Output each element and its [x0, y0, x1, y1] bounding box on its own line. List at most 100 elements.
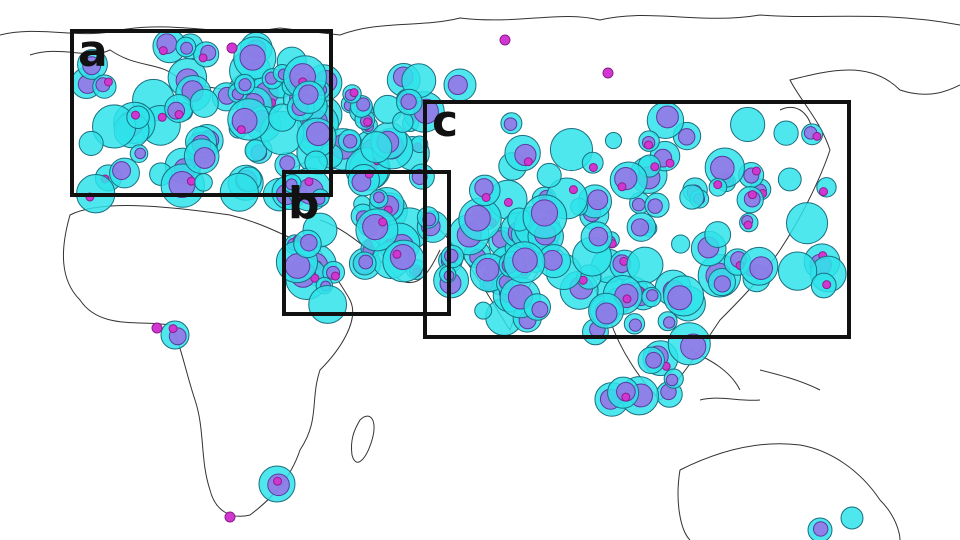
bubble — [174, 110, 184, 120]
bubble — [777, 251, 818, 291]
bubble — [587, 189, 609, 211]
bubble — [130, 110, 140, 120]
bubble — [541, 249, 563, 271]
bubble — [822, 280, 832, 290]
bubble — [392, 249, 402, 259]
bubble — [568, 185, 578, 195]
bubble — [239, 44, 266, 71]
bubble — [588, 162, 598, 172]
bubble — [342, 134, 358, 149]
bubble — [475, 257, 500, 282]
bubble — [818, 187, 828, 197]
bubble — [523, 157, 533, 167]
bubble — [662, 316, 676, 329]
bubble — [112, 161, 132, 181]
bubble — [360, 131, 393, 164]
region-label: b — [288, 178, 320, 229]
coast-madagascar — [351, 415, 375, 463]
bubble — [713, 275, 731, 293]
bubble — [647, 198, 663, 214]
bubble — [621, 392, 631, 402]
bubble — [631, 197, 646, 212]
bubble — [157, 112, 167, 122]
bubble — [358, 254, 374, 270]
bubble — [134, 147, 146, 160]
bubble — [747, 190, 757, 200]
bubble — [238, 78, 252, 92]
bubble — [730, 106, 766, 143]
bubble — [630, 218, 650, 237]
bubble — [189, 88, 219, 118]
region-box — [423, 100, 851, 339]
bubble — [198, 53, 208, 63]
bubble — [186, 176, 196, 186]
bubble — [158, 46, 168, 56]
bubble — [646, 289, 659, 302]
bubble — [226, 42, 238, 54]
bubble — [713, 180, 723, 190]
bubble — [224, 511, 236, 523]
bubble — [749, 256, 773, 280]
bubble — [656, 105, 679, 129]
bubble — [549, 127, 594, 172]
bubble — [444, 248, 459, 264]
bubble — [464, 205, 491, 232]
bubble — [743, 220, 753, 230]
bubble — [82, 56, 102, 76]
bubbles — [70, 29, 864, 540]
bubble — [677, 128, 696, 146]
bubble — [193, 147, 216, 169]
bubble — [330, 271, 340, 281]
bubble — [777, 167, 802, 192]
bubble — [349, 88, 359, 98]
bubble — [219, 172, 259, 212]
bubble — [285, 178, 298, 191]
bubble — [812, 521, 829, 537]
bubble — [308, 285, 348, 324]
bubble — [103, 77, 113, 87]
bubble — [503, 117, 518, 131]
region-box — [282, 170, 451, 316]
bubble — [447, 74, 468, 96]
bubble — [236, 125, 246, 135]
bubble — [751, 166, 761, 176]
bubble — [773, 120, 799, 146]
bubble — [840, 506, 864, 530]
bubble — [363, 117, 373, 127]
bubble — [356, 97, 371, 112]
bubble — [298, 84, 319, 105]
bubble — [536, 162, 562, 188]
bubble — [310, 273, 320, 283]
bubble — [588, 226, 609, 247]
region-label: c — [432, 96, 458, 147]
bubble — [643, 140, 653, 150]
region-label: a — [78, 26, 108, 77]
bubble — [273, 476, 283, 486]
bubble — [305, 121, 331, 147]
bubble — [704, 221, 732, 248]
bubble — [279, 155, 296, 172]
bubble — [622, 294, 632, 304]
bubble — [300, 233, 318, 252]
bubble — [530, 199, 559, 227]
bubble — [180, 41, 194, 55]
bubble — [512, 247, 538, 274]
bubble — [650, 162, 660, 172]
bubble — [680, 333, 707, 360]
bubble — [812, 131, 822, 141]
bubble — [503, 197, 513, 207]
region-box — [70, 29, 333, 197]
bubble — [78, 130, 104, 156]
bubble — [617, 182, 627, 192]
bubble — [151, 322, 163, 334]
bubble — [628, 318, 642, 332]
bubble — [671, 234, 691, 254]
bubble — [785, 202, 829, 245]
bubble — [602, 67, 614, 79]
bubble — [679, 184, 705, 210]
coast-australia — [677, 443, 901, 540]
bubble — [244, 139, 268, 162]
bubble — [665, 158, 675, 168]
bubble — [531, 301, 549, 318]
